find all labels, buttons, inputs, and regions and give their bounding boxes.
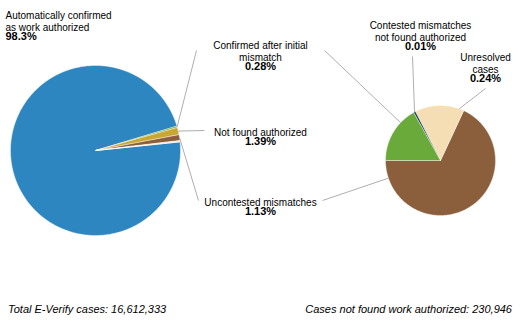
svg-text:0.01%: 0.01% (405, 40, 436, 52)
svg-text:Not found authorized: Not found authorized (214, 126, 307, 138)
svg-text:1.13%: 1.13% (245, 205, 276, 217)
svg-text:0.24%: 0.24% (470, 72, 501, 84)
html-text:Total E-Verify cases: 16,612,3: Total E-Verify cases: 16,612,333 (8, 303, 167, 315)
svg-text:Unresolvedcases: Unresolvedcases (460, 52, 511, 75)
svg-text:Automatically confirmedas work: Automatically confirmedas work authorize… (6, 10, 112, 33)
html-text:Cases not found work authorize: Cases not found work authorized: 230,946 (305, 303, 512, 315)
svg-text:0.28%: 0.28% (245, 60, 276, 72)
svg-text:1.39%: 1.39% (245, 135, 276, 147)
svg-text:Uncontested mismatches: Uncontested mismatches (204, 196, 317, 208)
svg-text:Confirmed after initialmismatc: Confirmed after initialmismatch (213, 40, 307, 63)
svg-text:Contested mismatchesnot found: Contested mismatchesnot found authorized (370, 20, 472, 43)
svg-text:98.3%: 98.3% (6, 30, 37, 42)
